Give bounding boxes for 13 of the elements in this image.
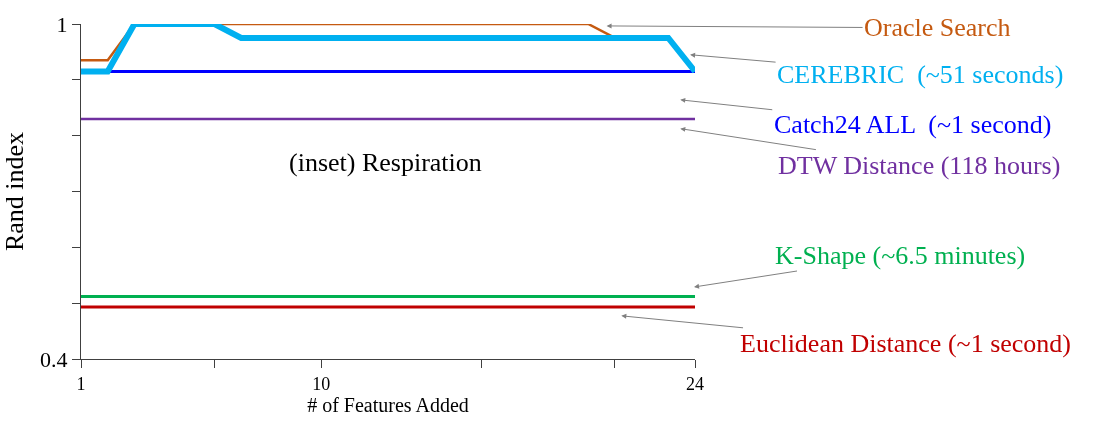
x-tick-label: 10 [312, 373, 331, 394]
x-tick-label: 1 [76, 373, 86, 394]
text: DTW Distance (118 hours) [778, 151, 1061, 180]
text: Catch24 ALL (~1 second) [774, 110, 1052, 139]
y-axis-title: Rand index [0, 131, 29, 252]
annotation: (inset) Respiration [289, 148, 482, 177]
x-tick-label: 24 [686, 373, 704, 394]
text: CEREBRIC (~51 seconds) [777, 60, 1064, 89]
text: K-Shape (~6.5 minutes) [775, 241, 1026, 270]
text: Oracle Search [864, 13, 1011, 42]
x-axis-title: # of Features Added [307, 393, 469, 416]
series-label: Euclidean Distance (~1 second) [740, 329, 1071, 358]
y-tick-label: 0.4 [40, 346, 68, 372]
